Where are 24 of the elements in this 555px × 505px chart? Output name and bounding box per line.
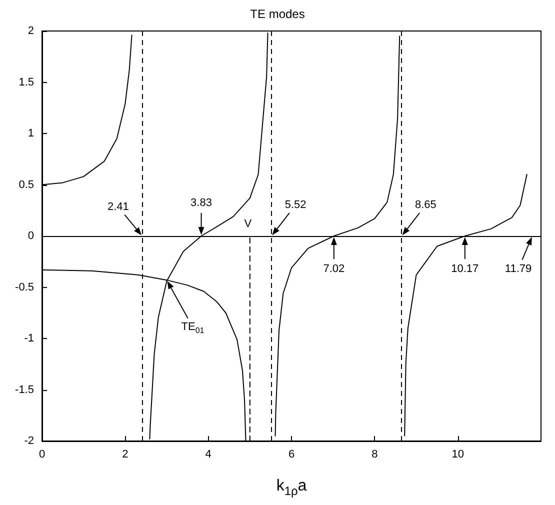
x-tick-label: 6 bbox=[288, 448, 295, 460]
y-tick-label: -0.5 bbox=[15, 281, 34, 294]
x-tick-label: 8 bbox=[372, 448, 378, 460]
y-tick-label: 0 bbox=[28, 230, 34, 242]
annotation: 11.79 bbox=[504, 263, 532, 275]
y-tick-label: -1.5 bbox=[15, 384, 34, 396]
y-tick-label: 2 bbox=[28, 25, 34, 37]
x-tick-label: 10 bbox=[452, 448, 464, 460]
y-tick-label: -1 bbox=[24, 332, 34, 344]
x-tick-label: 0 bbox=[38, 448, 46, 460]
annotation: 7.02 bbox=[323, 263, 345, 275]
annotation: 10.17 bbox=[451, 263, 479, 275]
y-tick-label: 1.5 bbox=[18, 76, 34, 88]
annotation: V bbox=[244, 218, 252, 230]
annotation: 3.83 bbox=[190, 197, 212, 209]
y-tick-label: 1 bbox=[28, 128, 34, 140]
y-tick-label: 0.5 bbox=[18, 178, 34, 191]
x-tick-label: 2 bbox=[122, 448, 128, 460]
chart-title: TE modes bbox=[250, 7, 305, 21]
annotation: 8.65 bbox=[414, 199, 436, 211]
annotation: 2.41 bbox=[108, 201, 129, 213]
annotation: 5.52 bbox=[284, 199, 306, 211]
x-tick-label: 4 bbox=[205, 448, 212, 460]
y-tick-label: -2 bbox=[24, 435, 34, 447]
